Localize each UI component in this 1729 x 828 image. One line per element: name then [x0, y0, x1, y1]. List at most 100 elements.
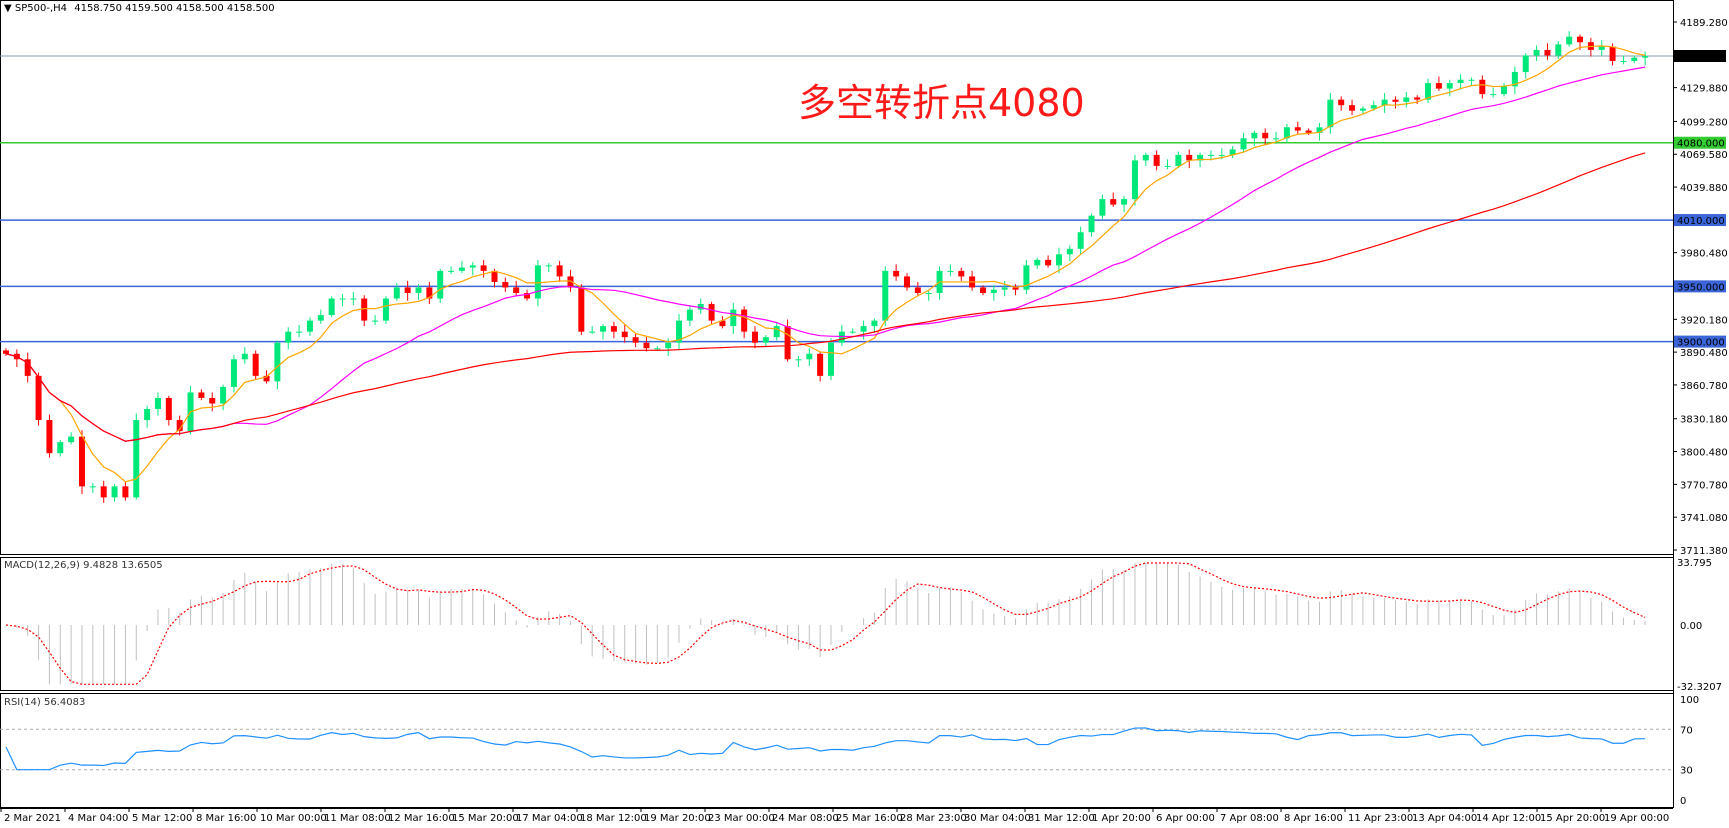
candle-bull: [882, 270, 889, 321]
candle-bull: [665, 342, 672, 349]
candle-bear: [165, 397, 172, 421]
candle-bear: [209, 397, 216, 404]
level-label: 3950.000: [1677, 282, 1725, 293]
candle-bull: [1088, 215, 1095, 233]
candle-bear: [1045, 259, 1052, 266]
candle-bull: [1164, 165, 1171, 167]
x-tick-label: 15 Apr 20:00: [1540, 813, 1605, 824]
candle-bear: [361, 298, 368, 321]
candle-bull: [871, 320, 878, 327]
candle-bear: [1414, 97, 1421, 100]
macd-min-label: -32.3207: [1677, 682, 1722, 693]
candle-bear: [24, 359, 31, 376]
y-tick-label: 3800.480: [1680, 448, 1728, 459]
candle-bear: [1153, 154, 1160, 166]
candle-bear: [524, 292, 531, 299]
level-label-box: [1674, 214, 1726, 227]
candle-bull: [1099, 199, 1106, 216]
ohlc-readout: 4158.750 4159.500 4158.500 4158.500: [74, 3, 275, 14]
candle-bear: [784, 326, 791, 360]
candle-bull: [1316, 127, 1323, 133]
y-tick-label: 3920.180: [1680, 315, 1728, 326]
candle-bull: [806, 353, 813, 360]
candle-bull: [1023, 265, 1030, 290]
annotation-text: 多空转折点4080: [798, 81, 1085, 125]
x-tick-label: 10 Mar 00:00: [260, 813, 327, 824]
y-tick-label: 4069.580: [1680, 150, 1728, 161]
candle-bull: [339, 298, 346, 300]
ma-mid-line: [5, 66, 1646, 442]
macd-panel-frame: [0, 557, 1674, 691]
candle-bear: [1577, 36, 1584, 43]
candle-bull: [600, 326, 607, 332]
level-label: 3900.000: [1677, 338, 1725, 349]
candle-bull: [1066, 248, 1073, 255]
candle-bear: [643, 342, 650, 349]
candle-bull: [469, 265, 476, 268]
candle-bear: [1544, 49, 1551, 56]
candle-bull: [1425, 83, 1432, 100]
candle-bear: [513, 287, 520, 293]
x-tick-label: 1 Apr 20:00: [1092, 813, 1151, 824]
ma-slow-line: [5, 152, 1646, 442]
candle-bull: [1240, 138, 1247, 150]
candle-bear: [404, 287, 411, 293]
x-tick-label: 13 Apr 04:00: [1412, 813, 1477, 824]
candle-bear: [46, 420, 53, 454]
x-tick-label: 25 Mar 16:00: [836, 813, 903, 824]
rsi-panel-frame: [0, 693, 1674, 808]
candle-bear: [176, 420, 183, 432]
candle-bull: [1327, 99, 1334, 128]
x-tick-label: 31 Mar 12:00: [1028, 813, 1095, 824]
ma-fast-line: [5, 45, 1646, 483]
candle-bull: [1055, 254, 1062, 266]
macd-label: MACD(12,26,9) 9.4828 13.6505: [4, 560, 163, 571]
candle-bear: [1262, 132, 1269, 139]
candle-bull: [1121, 199, 1128, 205]
candle-bear: [741, 309, 748, 332]
candle-bull: [1620, 60, 1627, 62]
candle-bear: [1338, 99, 1345, 106]
candle-bear: [3, 350, 9, 354]
candle-bull: [1566, 36, 1573, 45]
x-tick-label: 11 Apr 23:00: [1348, 813, 1413, 824]
y-tick-label: 3830.180: [1680, 415, 1728, 426]
rsi-tick-label: 100: [1680, 695, 1699, 706]
level-label: 4010.000: [1677, 216, 1725, 227]
candle-bull: [274, 342, 281, 382]
candle-bull: [762, 337, 769, 343]
candle-bull: [1642, 56, 1649, 58]
candle-bull: [448, 270, 455, 272]
candle-bull: [68, 436, 75, 443]
candle-bull: [1598, 46, 1605, 50]
candle-bull: [947, 270, 954, 272]
y-tick-label: 3980.480: [1680, 249, 1728, 260]
x-tick-label: 4 Mar 04:00: [68, 813, 128, 824]
candle-bull: [296, 331, 303, 333]
candle-bear: [817, 353, 824, 376]
candle-bear: [903, 276, 910, 288]
candle-bull: [144, 409, 151, 421]
x-tick-label: 17 Mar 04:00: [516, 813, 583, 824]
candle-bull: [133, 420, 140, 498]
candle-bear: [1392, 99, 1399, 102]
candle-bull: [1251, 132, 1258, 139]
x-tick-label: 18 Mar 12:00: [580, 813, 647, 824]
candle-bear: [958, 270, 965, 277]
x-tick-label: 2 Mar 2021: [4, 813, 61, 824]
candle-bull: [697, 304, 704, 310]
candle-bull: [1175, 154, 1182, 166]
candle-bull: [111, 486, 118, 498]
rsi-tick-label: 30: [1680, 766, 1693, 777]
x-tick-label: 11 Mar 08:00: [324, 813, 391, 824]
dropdown-triangle-icon[interactable]: ▼: [4, 3, 12, 14]
candle-bull: [1001, 287, 1008, 290]
candle-bull: [437, 270, 444, 299]
x-tick-label: 8 Mar 16:00: [196, 813, 256, 824]
candle-bear: [621, 331, 628, 338]
candle-bull: [57, 442, 64, 454]
candle-bear: [914, 287, 921, 293]
candle-bull: [1522, 55, 1529, 73]
candle-bear: [491, 270, 498, 282]
